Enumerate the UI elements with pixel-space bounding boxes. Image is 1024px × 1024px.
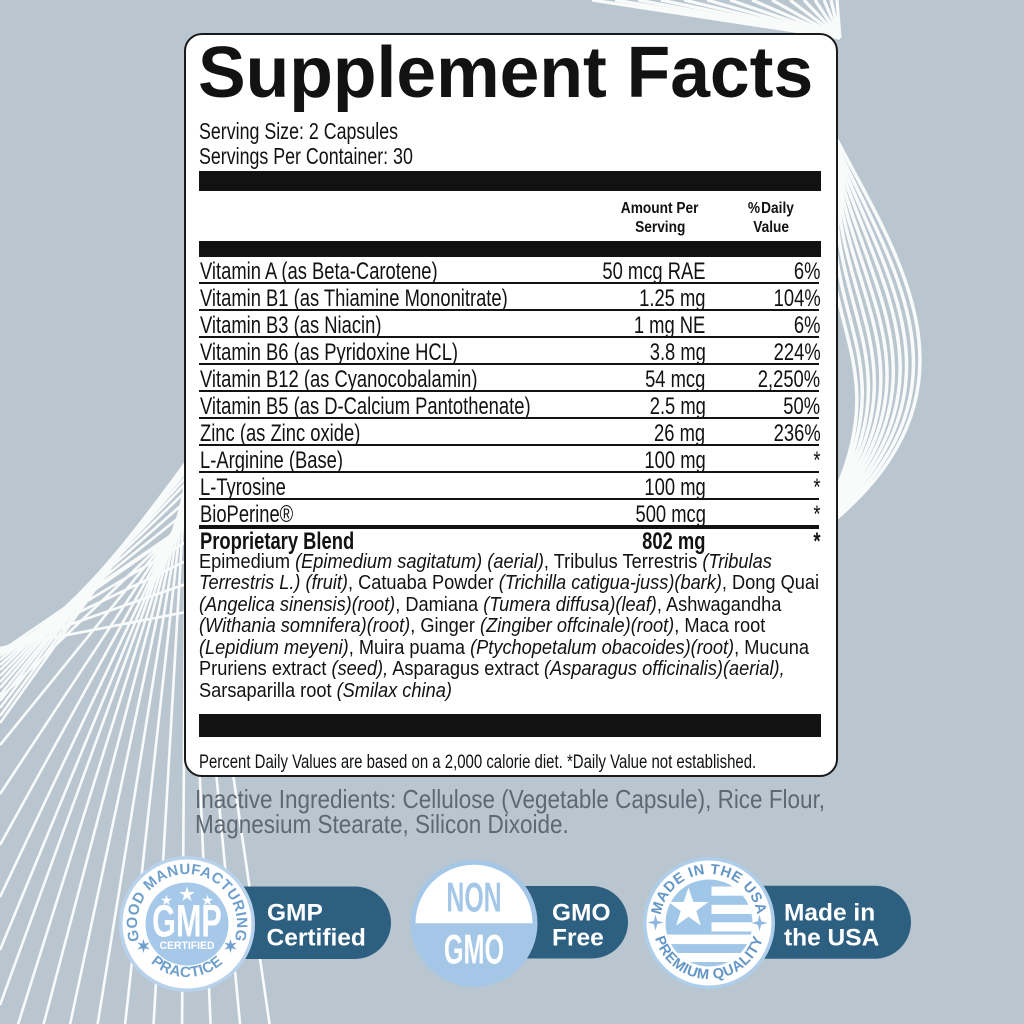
svg-text:GMP: GMP: [152, 897, 222, 947]
svg-text:Made in: Made in: [784, 900, 875, 927]
svg-text:NON: NON: [446, 875, 501, 921]
svg-text:GMO: GMO: [552, 900, 611, 927]
svg-text:GMP: GMP: [267, 900, 323, 927]
svg-text:the USA: the USA: [784, 924, 880, 951]
svg-text:Free: Free: [552, 924, 604, 951]
svg-text:Certified: Certified: [267, 924, 366, 951]
svg-text:GMO: GMO: [444, 927, 504, 973]
svg-text:CERTIFIED: CERTIFIED: [159, 940, 214, 952]
